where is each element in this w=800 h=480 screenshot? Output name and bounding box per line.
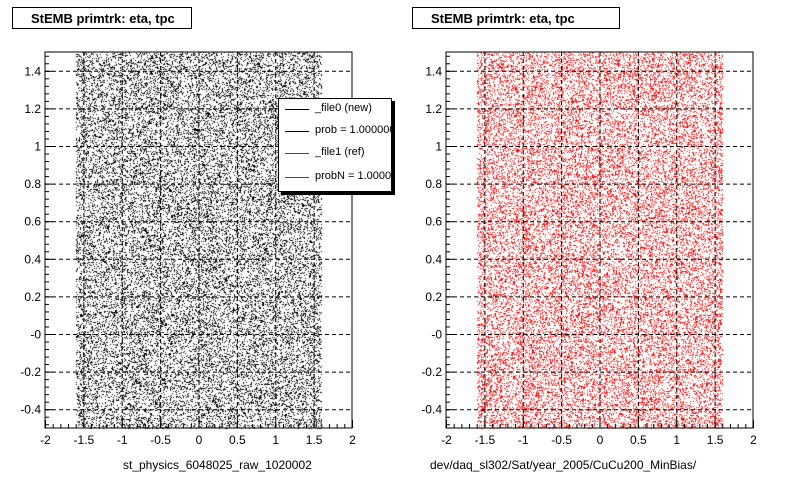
- y-tick-label: 0.6: [24, 215, 41, 229]
- y-tick-label: 0.4: [425, 252, 442, 266]
- y-tick-label: 1.4: [24, 64, 41, 78]
- y-tick-label: 1.2: [425, 102, 442, 116]
- y-tick-label: 0.2: [425, 290, 442, 304]
- legend-line-probn: [285, 177, 309, 178]
- x-tick-label: -0.5: [551, 433, 572, 447]
- legend-line-file1: [285, 153, 309, 154]
- x-tick-label: 1: [272, 433, 279, 447]
- legend-entry-probn: probN = 1.000000: [279, 169, 392, 187]
- legend-label-file0: _file0 (new): [315, 102, 372, 114]
- left-x-axis-title: st_physics_6048025_raw_1020002: [123, 458, 312, 472]
- x-tick-label: 2: [349, 433, 356, 447]
- y-tick-label: -0.2: [20, 365, 41, 379]
- legend-line-file0: [285, 109, 309, 110]
- y-tick-label: -0.4: [421, 403, 442, 417]
- y-tick-label: -0.4: [20, 403, 41, 417]
- y-tick-label: -0: [431, 328, 442, 342]
- legend-label-file1: _file1 (ref): [315, 146, 365, 158]
- y-tick-label: 0.2: [24, 290, 41, 304]
- legend-entry-file1: _file1 (ref): [279, 145, 391, 163]
- x-tick-label: -1: [117, 433, 128, 447]
- legend-entry-prob: prob = 1.000000: [279, 123, 392, 141]
- y-tick-label: 1.2: [24, 102, 41, 116]
- y-tick-label: -0: [30, 328, 41, 342]
- x-tick-label: 2: [750, 433, 757, 447]
- x-tick-label: 0: [597, 433, 604, 447]
- legend-line-prob: [285, 131, 309, 132]
- y-tick-label: 0.4: [24, 252, 41, 266]
- x-tick-label: 1.5: [306, 433, 323, 447]
- legend-label-prob: prob = 1.000000: [315, 124, 392, 136]
- legend: _file0 (new) prob = 1.000000 _file1 (ref…: [278, 98, 392, 192]
- x-tick-label: -1: [518, 433, 529, 447]
- y-tick-label: 0.8: [425, 177, 442, 191]
- y-tick-label: -0.2: [421, 365, 442, 379]
- x-tick-label: -2: [441, 433, 452, 447]
- x-tick-label: 1.5: [707, 433, 724, 447]
- x-tick-label: 1: [673, 433, 680, 447]
- x-tick-label: 0.5: [630, 433, 647, 447]
- x-tick-label: -1.5: [475, 433, 496, 447]
- y-tick-label: 1.4: [425, 64, 442, 78]
- legend-entry-file0: _file0 (new): [279, 101, 391, 119]
- x-tick-label: 0: [196, 433, 203, 447]
- y-tick-label: 1: [435, 140, 442, 154]
- x-tick-label: -1.5: [74, 433, 95, 447]
- right-x-axis-title: dev/daq_sl302/Sat/year_2005/CuCu200_MinB…: [430, 458, 697, 472]
- x-tick-label: -0.5: [150, 433, 171, 447]
- legend-label-probn: probN = 1.000000: [315, 170, 392, 182]
- x-tick-label: 0.5: [229, 433, 246, 447]
- y-tick-label: 1: [34, 140, 41, 154]
- x-tick-label: -2: [40, 433, 51, 447]
- left-chart-title: StEMB primtrk: eta, tpc: [12, 7, 192, 29]
- y-tick-label: 0.8: [24, 177, 41, 191]
- right-chart-title: StEMB primtrk: eta, tpc: [412, 7, 620, 29]
- y-tick-label: 0.6: [425, 215, 442, 229]
